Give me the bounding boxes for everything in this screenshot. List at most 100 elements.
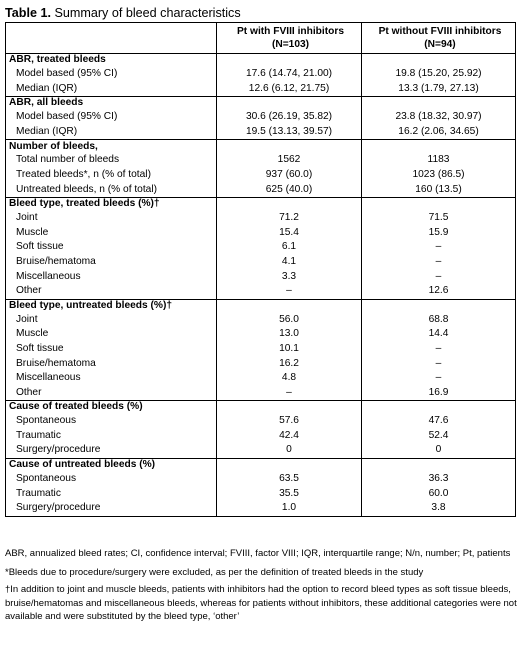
row-label: Joint <box>5 312 217 328</box>
value-with-inhibitors: 3.3 <box>216 269 362 285</box>
table-row: Miscellaneous 4.8– <box>5 371 516 386</box>
row-label: Other <box>5 284 217 300</box>
value-with-inhibitors: 71.2 <box>216 211 362 226</box>
table-caption: Summary of bleed characteristics <box>54 6 241 20</box>
value-without-inhibitors: – <box>361 371 516 386</box>
row-label: Untreated bleeds, n (% of total) <box>5 182 217 199</box>
table-row: Soft tissue 6.1– <box>5 240 516 255</box>
value-without-inhibitors: – <box>361 356 516 372</box>
value-with-inhibitors: 15.4 <box>216 225 362 241</box>
section-title: Bleed type, treated bleeds (%)† <box>5 197 217 212</box>
value-with-inhibitors: 16.2 <box>216 356 362 372</box>
table-row: Spontaneous 63.5 36.3 <box>5 472 516 487</box>
row-label: Median (IQR) <box>5 81 217 98</box>
value-without-inhibitors: 12.6 <box>361 284 516 300</box>
section-spacer-cell <box>216 96 362 111</box>
row-label: Soft tissue <box>5 240 217 255</box>
row-label: Model based (95% CI) <box>5 110 217 125</box>
section-spacer-cell <box>361 139 516 154</box>
value-without-inhibitors: 16.9 <box>361 385 516 402</box>
section-spacer-cell <box>216 139 362 154</box>
table-row: Model based (95% CI) 17.6 (14.74, 21.00) 1… <box>5 67 516 82</box>
row-label: Model based (95% CI) <box>5 67 217 82</box>
row-label: Joint <box>5 211 217 226</box>
section-header-row: ABR, treated bleeds <box>5 53 516 67</box>
row-label: Traumatic <box>5 428 217 444</box>
section-title: Cause of untreated bleeds (%) <box>5 458 217 473</box>
value-with-inhibitors: 17.6 (14.74, 21.00) <box>216 67 362 82</box>
section-spacer-cell <box>361 400 516 415</box>
row-label: Median (IQR) <box>5 124 217 141</box>
table-row: Total number of bleeds 1562 1183 <box>5 153 516 168</box>
value-with-inhibitors: 57.6 <box>216 414 362 429</box>
table-row: Bruise/hematoma 16.2– <box>5 356 516 372</box>
value-with-inhibitors: 63.5 <box>216 472 362 487</box>
table-row: Bruise/hematoma 4.1– <box>5 254 516 270</box>
section-title: ABR, treated bleeds <box>5 53 217 67</box>
table-row: Model based (95% CI) 30.6 (26.19, 35.82) 2… <box>5 110 516 125</box>
row-label: Surgery/procedure <box>5 443 217 460</box>
section-spacer-cell <box>216 298 362 313</box>
value-with-inhibitors: 1562 <box>216 153 362 168</box>
table-number: Table 1. <box>5 6 51 20</box>
table-row: Muscle 13.0 14.4 <box>5 327 516 342</box>
table-row: Spontaneous 57.6 47.6 <box>5 414 516 429</box>
value-without-inhibitors: 1183 <box>361 153 516 168</box>
value-without-inhibitors: 160 (13.5) <box>361 182 516 199</box>
row-label: Other <box>5 385 217 402</box>
table-row: Soft tissue 10.1– <box>5 341 516 357</box>
value-without-inhibitors: – <box>361 254 516 270</box>
section-header-row: Cause of treated bleeds (%) <box>5 400 516 415</box>
table-row: Miscellaneous 3.3– <box>5 269 516 285</box>
value-with-inhibitors: 30.6 (26.19, 35.82) <box>216 110 362 125</box>
value-without-inhibitors: 47.6 <box>361 414 516 429</box>
header-without-inhibitors: Pt without FVIII inhibitors (N=94) <box>361 22 516 54</box>
row-label: Treated bleeds*, n (% of total) <box>5 167 217 183</box>
row-label: Miscellaneous <box>5 371 217 386</box>
value-with-inhibitors: 10.1 <box>216 341 362 357</box>
value-with-inhibitors: 625 (40.0) <box>216 182 362 199</box>
section-header-row: Bleed type, untreated bleeds (%)† <box>5 298 516 313</box>
value-without-inhibitors: 1023 (86.5) <box>361 167 516 183</box>
section-header-row: Cause of untreated bleeds (%) <box>5 458 516 473</box>
value-without-inhibitors: 36.3 <box>361 472 516 487</box>
value-without-inhibitors: 15.9 <box>361 225 516 241</box>
value-without-inhibitors: 14.4 <box>361 327 516 342</box>
table-row: Traumatic 42.4 52.4 <box>5 428 516 444</box>
row-label: Traumatic <box>5 486 217 502</box>
section-title: ABR, all bleeds <box>5 96 217 111</box>
row-label: Total number of bleeds <box>5 153 217 168</box>
header-with-inhibitors: Pt with FVIII inhibitors (N=103) <box>216 22 362 54</box>
value-with-inhibitors: – <box>216 385 362 402</box>
section-spacer-cell <box>216 53 362 67</box>
table-row: Muscle 15.4 15.9 <box>5 225 516 241</box>
value-with-inhibitors: 19.5 (13.13, 39.57) <box>216 124 362 141</box>
value-without-inhibitors: – <box>361 240 516 255</box>
section-title: Cause of treated bleeds (%) <box>5 400 217 415</box>
header-without-n: (N=94) <box>424 39 456 50</box>
section-spacer-cell <box>361 458 516 473</box>
value-without-inhibitors: 52.4 <box>361 428 516 444</box>
value-with-inhibitors: 4.1 <box>216 254 362 270</box>
footnote-bleed-types: †In addition to joint and muscle bleeds,… <box>5 584 517 622</box>
table-row: Joint 71.2 71.5 <box>5 211 516 226</box>
table-row: Other –16.9 <box>5 385 516 402</box>
header-with-n: (N=103) <box>271 39 310 50</box>
value-with-inhibitors: 35.5 <box>216 486 362 502</box>
row-label: Bruise/hematoma <box>5 356 217 372</box>
section-header-row: ABR, all bleeds <box>5 96 516 111</box>
value-without-inhibitors: 0 <box>361 443 516 460</box>
table-title: Table 1. Summary of bleed characteristic… <box>5 3 515 23</box>
value-with-inhibitors: 13.0 <box>216 327 362 342</box>
section-spacer-cell <box>361 298 516 313</box>
value-without-inhibitors: 19.8 (15.20, 25.92) <box>361 67 516 82</box>
table-row: Untreated bleeds, n (% of total) 625 (40.… <box>5 182 516 199</box>
section-spacer-cell <box>361 53 516 67</box>
value-with-inhibitors: – <box>216 284 362 300</box>
value-without-inhibitors: – <box>361 269 516 285</box>
table-row: Other –12.6 <box>5 284 516 300</box>
header-row: Pt with FVIII inhibitors (N=103) Pt witho… <box>5 22 516 54</box>
header-without-label: Pt without FVIII inhibitors <box>378 26 502 37</box>
row-label: Miscellaneous <box>5 269 217 285</box>
value-without-inhibitors: 60.0 <box>361 486 516 502</box>
